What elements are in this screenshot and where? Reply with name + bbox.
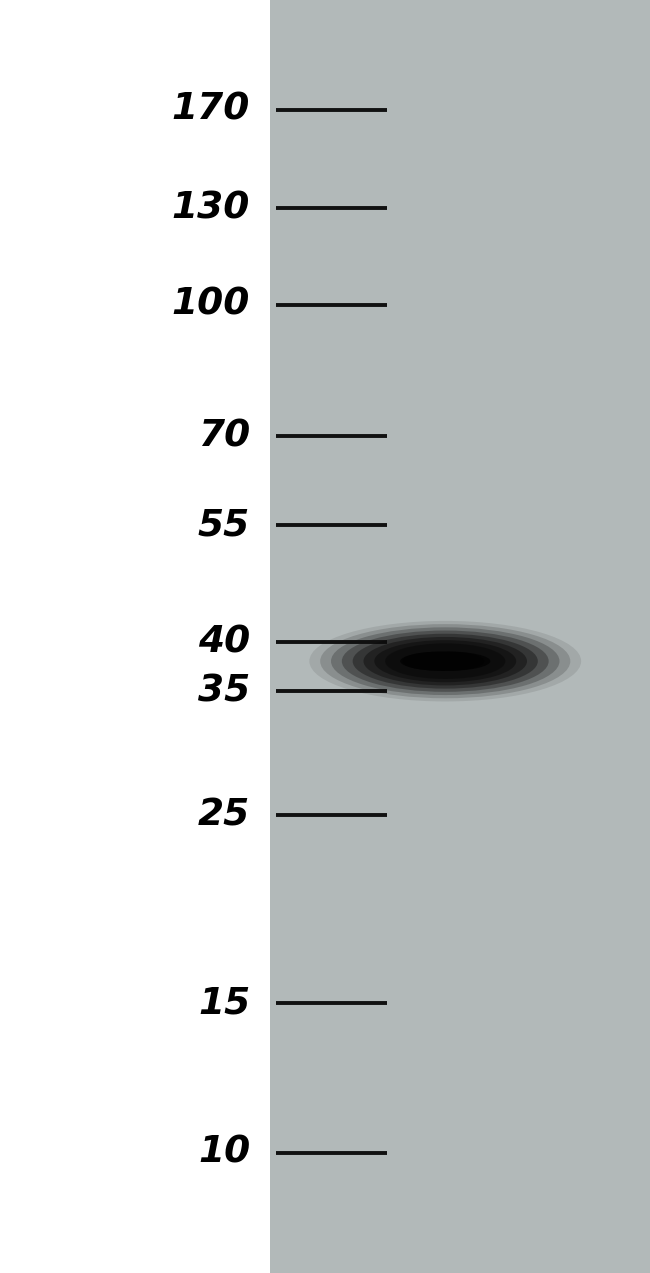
Text: 100: 100 bbox=[172, 286, 250, 323]
Text: 10: 10 bbox=[198, 1134, 250, 1171]
Text: 15: 15 bbox=[198, 985, 250, 1021]
Ellipse shape bbox=[400, 652, 490, 671]
Text: 130: 130 bbox=[172, 191, 250, 227]
Ellipse shape bbox=[342, 630, 549, 691]
Bar bbox=[270, 0, 650, 1273]
Ellipse shape bbox=[374, 640, 516, 682]
Ellipse shape bbox=[418, 652, 484, 671]
Text: 70: 70 bbox=[198, 419, 250, 454]
Ellipse shape bbox=[402, 652, 469, 671]
Text: 55: 55 bbox=[198, 507, 250, 544]
Ellipse shape bbox=[309, 621, 581, 701]
Ellipse shape bbox=[320, 624, 570, 699]
Text: 40: 40 bbox=[198, 624, 250, 661]
Ellipse shape bbox=[363, 636, 527, 685]
Text: 170: 170 bbox=[172, 92, 250, 127]
Text: 35: 35 bbox=[198, 673, 250, 709]
Ellipse shape bbox=[385, 643, 506, 679]
Text: 25: 25 bbox=[198, 797, 250, 834]
Ellipse shape bbox=[331, 628, 560, 695]
Ellipse shape bbox=[353, 634, 538, 689]
